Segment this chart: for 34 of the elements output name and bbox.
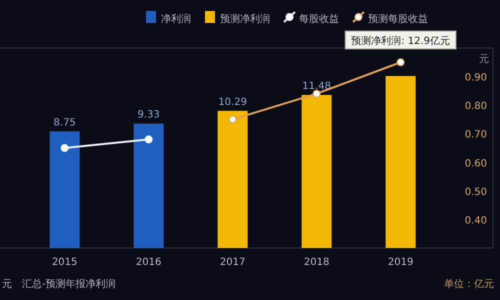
x-tick-label: 2019 bbox=[388, 257, 414, 268]
bar bbox=[50, 131, 80, 248]
text: 单位：亿元 bbox=[444, 278, 494, 290]
y2-tick-label: 0.70 bbox=[464, 130, 487, 141]
x-tick-label: 2016 bbox=[136, 257, 162, 268]
point bbox=[396, 58, 405, 66]
data-label: 9.33 bbox=[138, 110, 160, 121]
data-label: 10.29 bbox=[218, 96, 247, 108]
point bbox=[312, 90, 321, 98]
bar bbox=[302, 94, 332, 248]
y2-tick-label: 0.60 bbox=[464, 158, 487, 170]
point bbox=[144, 135, 153, 144]
y2-tick-label: 0.40 bbox=[464, 215, 487, 226]
legend-label: 预测每股收益 bbox=[368, 13, 428, 25]
text: 汇总-预测年报净利润 bbox=[22, 278, 116, 290]
data-label: 8.75 bbox=[54, 117, 76, 128]
x-tick-label: 2018 bbox=[304, 257, 330, 268]
data-label: 11.48 bbox=[302, 80, 331, 92]
y2-axis-title: 元 bbox=[479, 54, 489, 65]
legend-label: 净利润 bbox=[161, 13, 191, 25]
bar bbox=[218, 110, 248, 248]
bar bbox=[134, 124, 164, 248]
text: 元 bbox=[2, 279, 12, 290]
x-tick-label: 2015 bbox=[52, 257, 78, 268]
legend-label: 预测净利润 bbox=[220, 13, 270, 25]
bar bbox=[386, 76, 416, 248]
legend-label: 每股收益 bbox=[299, 13, 339, 25]
annotation: 预测净利润: 12.9亿元 bbox=[351, 35, 450, 47]
y2-tick-label: 0.50 bbox=[464, 186, 487, 198]
y2-tick-label: 0.80 bbox=[464, 101, 487, 112]
point bbox=[60, 144, 69, 152]
y2-tick-label: 0.90 bbox=[464, 72, 487, 84]
point bbox=[228, 115, 237, 124]
x-tick-label: 2017 bbox=[220, 257, 246, 268]
